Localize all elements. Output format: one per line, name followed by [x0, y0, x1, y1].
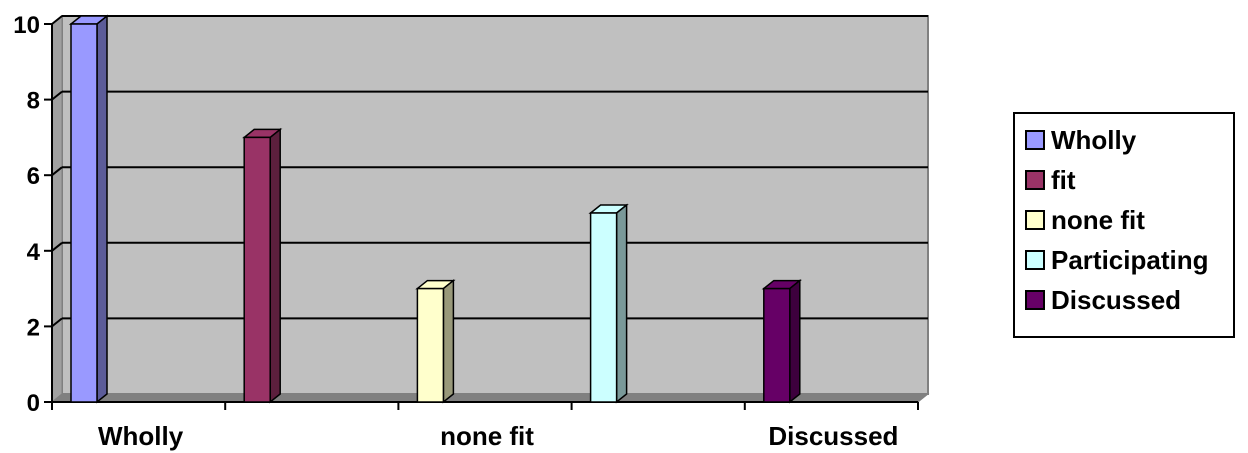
legend-label: Discussed [1051, 284, 1182, 315]
legend-swatch [1025, 170, 1045, 190]
legend-item: fit [1015, 160, 1233, 200]
bar [415, 279, 456, 404]
legend-item: Discussed [1015, 280, 1233, 320]
legend-item: Wholly [1015, 120, 1233, 160]
gridline-depth [51, 317, 63, 328]
y-tick-label: 10 [13, 12, 40, 39]
gridline-depth [51, 15, 63, 25]
legend-label: Wholly [1051, 124, 1137, 155]
legend-label: fit [1051, 164, 1076, 195]
legend-item: none fit [1015, 200, 1233, 240]
legend-item: Participating [1015, 240, 1233, 280]
x-tick-label: none fit [440, 421, 534, 451]
y-tick-label: 0 [27, 390, 40, 417]
bar [761, 279, 802, 404]
legend-label: none fit [1051, 204, 1145, 235]
bar [588, 203, 629, 404]
x-tick-label: Wholly [98, 421, 184, 451]
y-tick-label: 2 [27, 314, 40, 341]
y-tick-label: 4 [27, 239, 41, 266]
x-tick-label: Discussed [768, 421, 898, 451]
bars [68, 14, 802, 404]
y-tick-label: 8 [27, 88, 40, 115]
y-axis-ticks: 0 2 4 6 8 10 [13, 12, 52, 417]
x-axis-ticks: Wholly none fit Discussed [51, 402, 919, 451]
plot-side-wall [51, 14, 63, 404]
legend: Wholly fit none fit Participating Discussed [1013, 112, 1235, 338]
legend-swatch [1025, 130, 1045, 150]
gridline-depth [51, 166, 63, 176]
legend-label: Participating [1051, 244, 1209, 275]
legend-swatch [1025, 250, 1045, 270]
gridline-depth [51, 90, 63, 101]
bar [68, 14, 110, 404]
legend-swatch [1025, 290, 1045, 310]
legend-swatch [1025, 210, 1045, 230]
gridline-depth [51, 242, 63, 252]
bar [242, 127, 283, 404]
y-tick-label: 6 [27, 163, 40, 190]
